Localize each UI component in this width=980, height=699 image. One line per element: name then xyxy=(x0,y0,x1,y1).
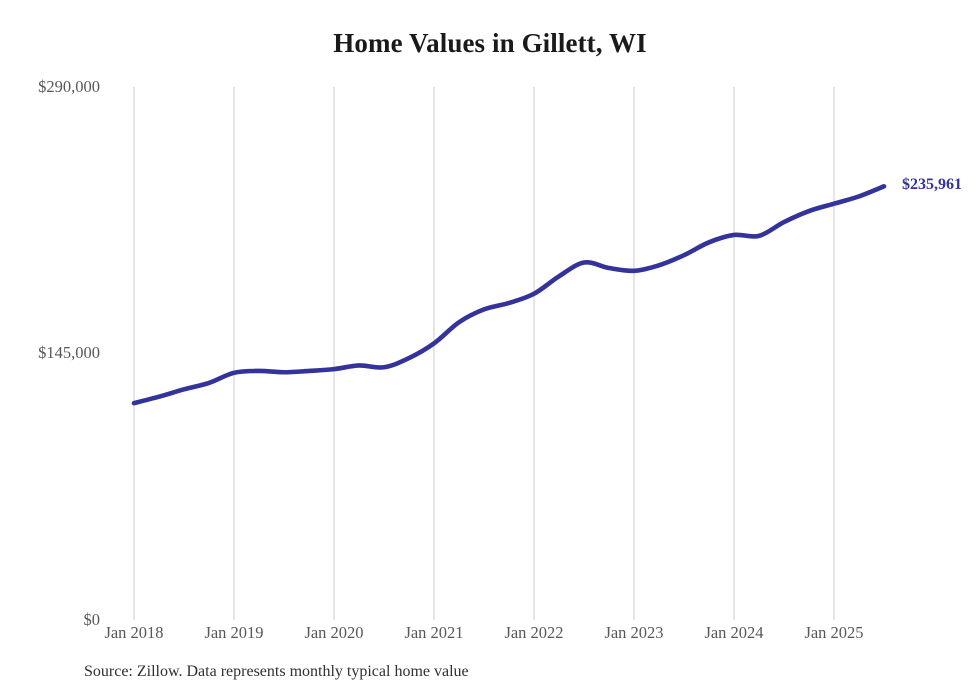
x-axis-label: Jan 2024 xyxy=(704,623,764,642)
x-axis-label: Jan 2022 xyxy=(504,623,564,642)
y-axis-label-zero: $0 xyxy=(83,610,101,629)
x-axis-label: Jan 2021 xyxy=(404,623,464,642)
value-line-path xyxy=(131,184,887,406)
x-axis-label: Jan 2023 xyxy=(604,623,664,642)
chart-title: Home Values in Gillett, WI xyxy=(333,28,647,58)
gridlines-group xyxy=(133,87,835,620)
x-axis-label: Jan 2019 xyxy=(204,623,264,642)
x-axis-label: Jan 2018 xyxy=(104,623,164,642)
y-axis-label-max: $290,000 xyxy=(38,77,100,96)
y-axis-label-mid: $145,000 xyxy=(38,343,100,362)
source-note: Source: Zillow. Data represents monthly … xyxy=(84,663,469,680)
x-axis-label: Jan 2025 xyxy=(804,623,864,642)
x-axis-label: Jan 2020 xyxy=(304,623,364,642)
end-value-label: $235,961 xyxy=(902,176,962,194)
